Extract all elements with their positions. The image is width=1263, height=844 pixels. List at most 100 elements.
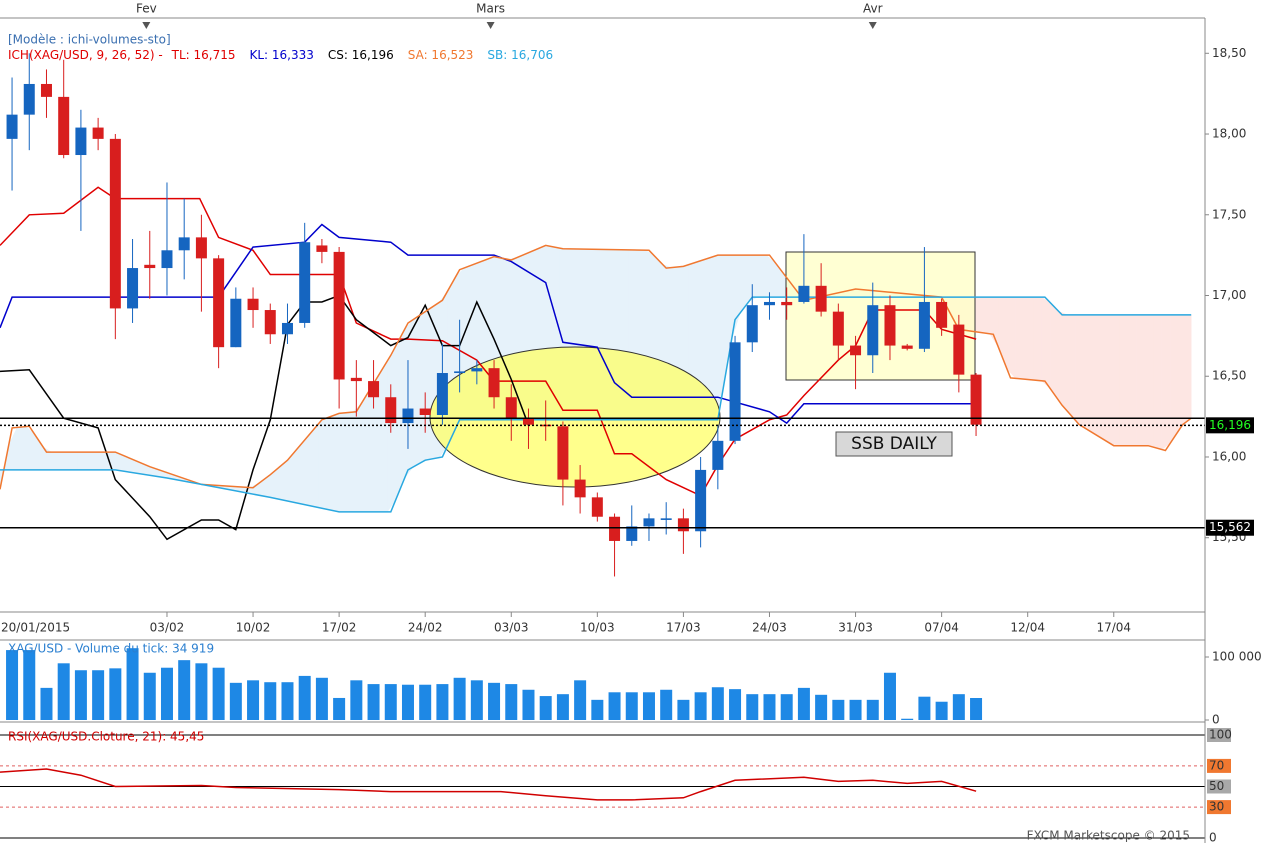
kumo-cloud — [412, 313, 422, 468]
y-tick-label: 100 000 — [1212, 650, 1262, 664]
kumo-cloud — [1015, 296, 1025, 380]
volume-bar — [126, 648, 139, 720]
candle-body — [6, 114, 18, 139]
volume-bar — [264, 682, 277, 720]
volume-bar — [746, 694, 759, 720]
volume-bar — [143, 672, 156, 720]
legend-entry: SA: 16,523 — [408, 48, 474, 62]
candle-body — [901, 345, 913, 349]
x-tick-label: 10/03 — [580, 621, 615, 635]
volume-bar — [522, 689, 535, 720]
volume-bar — [780, 694, 793, 720]
kumo-cloud — [748, 254, 758, 303]
candle-body — [677, 518, 689, 532]
kumo-cloud — [335, 412, 345, 513]
candle-body — [953, 324, 965, 375]
candle-body — [557, 426, 569, 480]
candle-body — [230, 298, 242, 348]
kumo-cloud — [1006, 296, 1016, 379]
candle-body — [75, 127, 87, 156]
volume-bar — [315, 677, 328, 720]
x-tick-label: 10/02 — [236, 621, 271, 635]
kumo-cloud — [77, 451, 87, 471]
volume-bar — [247, 680, 260, 720]
volume-bar — [6, 650, 19, 720]
candle-body — [368, 381, 380, 398]
volume-bar — [694, 692, 707, 720]
candle-body — [454, 371, 466, 374]
candle-body — [213, 258, 225, 348]
highlight-ellipse — [429, 346, 721, 488]
month-label: Avr — [863, 2, 883, 16]
kumo-cloud — [378, 360, 388, 513]
y-tick-label: 0 — [1209, 831, 1217, 844]
kumo-cloud — [301, 433, 311, 507]
y-tick-label: 0 — [1212, 713, 1220, 727]
volume-bar — [350, 680, 363, 720]
footer: FXCM Marketscope © 2015 — [1027, 829, 1190, 843]
candle-body — [867, 305, 879, 356]
y-tick-label-bg — [1207, 800, 1231, 815]
volume-bar — [281, 682, 294, 720]
candle-body — [127, 268, 139, 309]
y-tick-label: 18,00 — [1212, 127, 1246, 141]
y-tick-label: 16,00 — [1212, 449, 1246, 463]
candle-body — [695, 469, 707, 532]
month-marker — [142, 22, 151, 29]
candle-body — [144, 264, 156, 269]
candle-body — [92, 127, 104, 139]
y-tick-label: 17,50 — [1212, 207, 1246, 221]
volume-bar — [797, 687, 810, 720]
legend-entry: TL: 16,715 — [171, 48, 236, 62]
candle-body — [333, 251, 345, 380]
volume-bar — [677, 699, 690, 720]
volume-bar — [40, 687, 53, 720]
level-label: 15,562 — [1209, 520, 1251, 534]
candle-body — [23, 83, 35, 115]
kumo-cloud — [60, 451, 70, 471]
volume-bar — [883, 672, 896, 720]
volume-bar — [918, 696, 931, 720]
candle-body — [591, 497, 603, 517]
month-label: Fev — [136, 2, 157, 16]
kumo-cloud — [404, 318, 414, 480]
ichimoku-line — [0, 296, 1192, 513]
candle-body — [609, 516, 621, 541]
candle-body — [626, 526, 638, 541]
volume-bar — [608, 692, 621, 720]
candle-body — [884, 305, 896, 346]
volume-bar — [763, 694, 776, 720]
x-tick-label: 07/04 — [924, 621, 959, 635]
volume-bar — [539, 696, 552, 720]
volume-bar — [384, 684, 397, 720]
x-tick-label: 17/03 — [666, 621, 701, 635]
rsi-title: RSI(XAG/USD.Cloture, 21): 45,45 — [8, 730, 204, 744]
volume-bar — [57, 663, 70, 720]
volume-bar — [195, 663, 208, 720]
volume-bar — [419, 684, 432, 720]
volume-bar — [901, 718, 914, 720]
volume-bar — [470, 680, 483, 720]
candle-body — [195, 237, 207, 259]
x-tick-label: 12/04 — [1010, 621, 1045, 635]
volume-bar — [866, 699, 879, 720]
kumo-cloud — [1161, 314, 1171, 451]
volume-bar — [367, 684, 380, 720]
kumo-cloud — [309, 423, 319, 508]
kumo-cloud — [1187, 314, 1192, 422]
month-label: Mars — [476, 2, 505, 16]
candle-body — [281, 322, 293, 335]
candle-body — [936, 301, 948, 328]
volume-bar — [109, 668, 122, 720]
kumo-cloud — [85, 451, 95, 471]
kumo-cloud — [757, 254, 767, 298]
y-tick-label: 30 — [1209, 800, 1224, 814]
candle-body — [58, 96, 70, 156]
candle-body — [781, 301, 793, 306]
ichimoku-line — [0, 186, 977, 497]
volume-bar — [642, 692, 655, 720]
ichimoku-line — [0, 294, 530, 541]
kumo-cloud — [1024, 296, 1034, 381]
